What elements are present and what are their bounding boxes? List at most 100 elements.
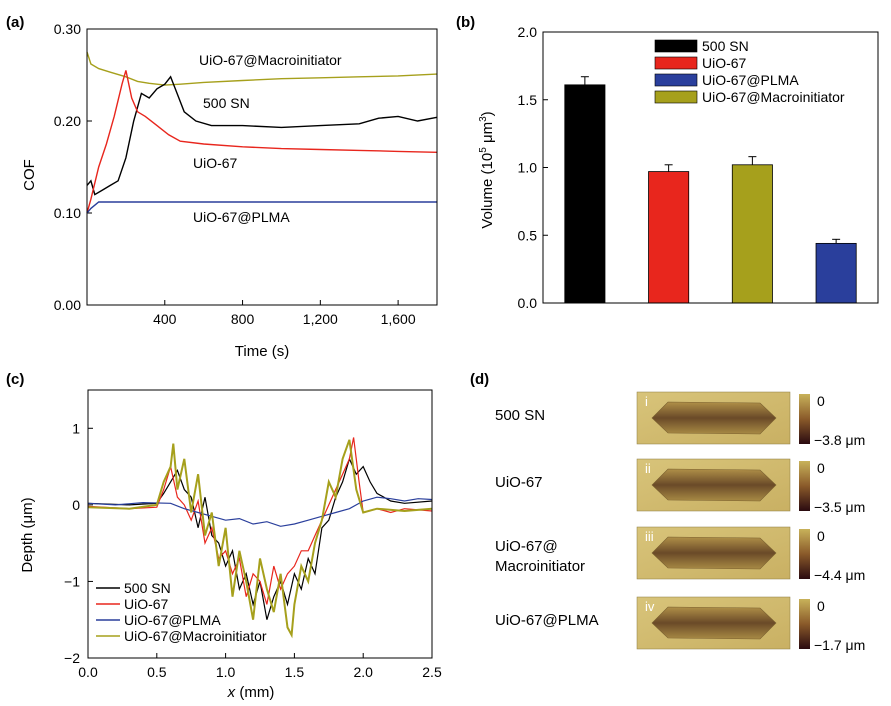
legend-swatch-500-sn (654, 39, 698, 53)
panel-c-x-tick-label: 0.5 (147, 664, 167, 680)
panel-a-series (86, 51, 438, 214)
panel-b-bars (564, 76, 857, 304)
panel-a-plot-frame (86, 28, 438, 306)
panel-c-x-tick-label: 1.0 (216, 664, 236, 680)
afm-colorbar (799, 529, 810, 579)
panel-c-legend-label-500-sn: 500 SN (124, 580, 171, 596)
annotation-uio67: UiO-67 (193, 155, 238, 171)
panel-c-series-uio-67-macroinitiator (87, 439, 433, 639)
panel-c-series-500-sn (87, 457, 433, 620)
legend-swatch-uio-67-macroinitiator (654, 90, 698, 104)
panel-c-legend: 500 SNUiO-67UiO-67@PLMAUiO-67@Macroiniti… (96, 580, 267, 644)
afm-colorbar-max: 0 (817, 460, 825, 476)
afm-colorbar-min: −1.7 μm (814, 637, 865, 653)
bar-uio-67-plma (815, 242, 857, 304)
panel-a-x-axis-label: Time (s) (235, 343, 289, 360)
panel-label-a: (a) (6, 14, 24, 31)
panel-c-legend-label-uio-67: UiO-67 (124, 596, 169, 612)
panel-c-x-tick-label: 1.5 (285, 664, 305, 680)
afm-colorbar-min: −3.8 μm (814, 432, 865, 448)
panel-b-y-tick-label: 1.0 (518, 160, 538, 176)
panel-b-y-tick-label: 0.5 (518, 227, 538, 243)
bar-500-sn (564, 84, 606, 304)
afm-row-label: UiO-67 (495, 474, 543, 491)
panel-c-series-uio-67 (87, 437, 433, 605)
legend-swatch-uio-67-plma (654, 73, 698, 87)
panel-b-y-axis-label: Volume (105 μm3) (478, 111, 496, 228)
afm-wear-scar (651, 536, 777, 570)
panel-a-series-uio-67-macroinitiator (86, 51, 438, 86)
panel-c-legend-label-uio-67-plma: UiO-67@PLMA (124, 612, 221, 628)
afm-row-label: Macroinitiator (495, 558, 585, 575)
legend-label-uio-67: UiO-67 (702, 55, 747, 71)
panel-c-y-tick-label: 0 (72, 497, 80, 513)
panel-b: (b) Volume (105 μm3) 0.0 0.5 1.0 1.5 2.0 500… (456, 14, 879, 311)
panel-a-series-500-sn (86, 75, 438, 196)
panel-c-y-tick-label: 1 (72, 420, 80, 436)
afm-wear-scar (651, 606, 777, 640)
panel-c-x-tick-label: 2.0 (353, 664, 373, 680)
panel-a-y-tick-label: 0.00 (54, 297, 81, 313)
afm-colorbar-min: −3.5 μm (814, 499, 865, 515)
afm-colorbar-max: 0 (817, 393, 825, 409)
afm-colorbar-max: 0 (817, 528, 825, 544)
panel-label-b: (b) (456, 14, 475, 31)
panel-c: (c) Depth (μm) x (mm) −2 −1 0 1 0.0 0.5 1.0 1.5… (6, 371, 442, 701)
afm-row-label: UiO-67@ (495, 538, 558, 555)
annotation-500sn: 500 SN (203, 95, 250, 111)
afm-roman-label: i (645, 394, 648, 409)
afm-wear-scar (651, 401, 777, 435)
legend-swatch-uio-67 (654, 56, 698, 70)
panel-b-legend: 500 SNUiO-67UiO-67@PLMAUiO-67@Macroiniti… (654, 38, 845, 105)
panel-a-x-tick-label: 400 (153, 311, 177, 327)
afm-row-iv: UiO-67@PLMA iv 0 −1.7 μm (495, 596, 865, 653)
panel-c-legend-label-uio-67-macroinitiator: UiO-67@Macroinitiator (124, 628, 267, 644)
panel-a-ticks: 0.00 0.10 0.20 0.30 400 800 1,200 1,600 (54, 21, 416, 327)
afm-colorbar-min: −4.4 μm (814, 567, 865, 583)
afm-wear-scar (651, 468, 777, 502)
legend-label-uio-67-plma: UiO-67@PLMA (702, 72, 799, 88)
panel-b-y-tick-label: 1.5 (518, 92, 538, 108)
bar-uio-67 (648, 171, 690, 304)
panel-a-y-tick-label: 0.10 (54, 205, 81, 221)
panel-a-x-tick-label: 800 (231, 311, 255, 327)
panel-a-y-tick-label: 0.30 (54, 21, 81, 37)
panel-a-y-axis-label: COF (21, 159, 38, 191)
afm-roman-label: ii (645, 461, 651, 476)
afm-row-ii: UiO-67 ii 0 −3.5 μm (495, 458, 865, 515)
afm-colorbar-max: 0 (817, 598, 825, 614)
panel-c-x-axis-label: x (mm) (227, 684, 275, 701)
panel-b-plot-frame (542, 31, 879, 304)
annotation-macroinitiator: UiO-67@Macroinitiator (199, 52, 342, 68)
panel-label-c: (c) (6, 371, 24, 388)
panel-a-x-tick-label: 1,600 (381, 311, 416, 327)
panel-c-x-tick-label: 0.0 (78, 664, 98, 680)
afm-colorbar (799, 599, 810, 649)
panel-c-ticks: −2 −1 0 1 0.0 0.5 1.0 1.5 2.0 2.5 (64, 420, 442, 680)
panel-b-y-tick-label: 0.0 (518, 295, 538, 311)
panel-a-x-tick-label: 1,200 (303, 311, 338, 327)
legend-label-500-sn: 500 SN (702, 38, 749, 54)
afm-colorbar (799, 461, 810, 511)
afm-roman-label: iv (645, 599, 655, 614)
panel-c-y-tick-label: −1 (64, 573, 80, 589)
annotation-plma: UiO-67@PLMA (193, 209, 290, 225)
afm-roman-label: iii (645, 529, 654, 544)
panel-c-x-tick-label: 2.5 (422, 664, 442, 680)
legend-label-uio-67-macroinitiator: UiO-67@Macroinitiator (702, 89, 845, 105)
panel-a-series-uio-67 (86, 70, 438, 214)
afm-row-label: UiO-67@PLMA (495, 612, 599, 629)
panel-c-plot-frame (87, 389, 433, 659)
panel-b-ticks: 0.0 0.5 1.0 1.5 2.0 (518, 24, 548, 311)
panel-c-series-uio-67-plma (87, 496, 433, 527)
panel-c-y-axis-label: Depth (μm) (19, 497, 36, 572)
afm-colorbar (799, 394, 810, 444)
afm-row-iii: UiO-67@ Macroinitiator iii 0 −4.4 μm (495, 526, 865, 583)
panel-c-y-tick-label: −2 (64, 650, 80, 666)
panel-a: (a) COF Time (s) 0.00 0.10 0.20 0.30 400 800 1… (6, 14, 438, 360)
panel-b-y-tick-label: 2.0 (518, 24, 538, 40)
bar-uio-67-macroinitiator (731, 164, 773, 304)
afm-row-i: 500 SN i 0 −3.8 μm (495, 391, 865, 448)
